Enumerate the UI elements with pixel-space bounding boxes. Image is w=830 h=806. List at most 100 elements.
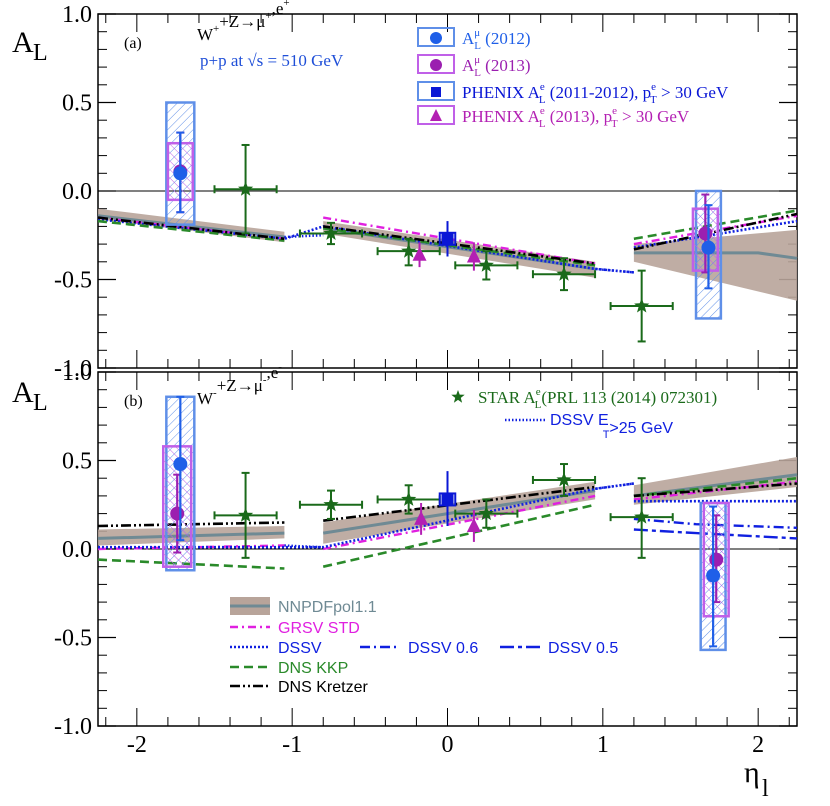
phenix13-point-b-0 — [414, 502, 429, 535]
y-tick-label-b-2: 0.0 — [62, 537, 92, 563]
y-tick-label-a-0: 1.0 — [62, 2, 92, 28]
phenix13-point-a-1 — [466, 242, 481, 271]
y-tick-label-b-0: 1.0 — [62, 360, 92, 386]
star-point-b-1 — [298, 489, 364, 520]
star-marker — [401, 491, 417, 506]
y-axis-title-a: A L — [12, 26, 48, 66]
legend-a-label-mu2013-part-3: (2013) — [481, 56, 531, 75]
phenix13-point-a-0 — [412, 242, 427, 268]
mu2012-marker — [706, 568, 721, 583]
x-tick-label-0: -2 — [127, 732, 147, 758]
panel-title-b: W-+Z→μ-,e- — [197, 361, 282, 408]
phenix13-point-b-1 — [466, 510, 481, 542]
legend-model-dssv05: DSSV 0.5 — [500, 640, 618, 657]
x-tick-label-3: 1 — [597, 732, 609, 758]
nnpdf-band-b-2 — [633, 457, 797, 505]
star-point-a-1 — [298, 221, 364, 246]
y-tick-label-b-1: 0.5 — [62, 449, 92, 475]
panel-tag-a: (a) — [124, 35, 142, 52]
phenix1112-point-a-0 — [438, 221, 457, 257]
panel-title-a-part-3: + — [265, 10, 271, 22]
legend-model-dnskkp: DNS KKP — [230, 660, 348, 677]
curve-dnskkp-b — [97, 476, 798, 570]
legend-b-dssv-et-label: DSSV E T>25 GeV — [550, 412, 673, 441]
mu2012-marker — [173, 457, 188, 472]
legend-a-label-phenix1112-part-5: T — [650, 94, 657, 106]
phenix13-marker — [412, 246, 427, 261]
legend-a-item-mu2012: Aμ L (2012) — [417, 27, 531, 52]
mu2013-marker — [698, 226, 713, 241]
y-tick-label-a-2: 0.0 — [62, 179, 92, 205]
legend-models: NNPDFpol1.1 GRSV STD DSSV DSSV 0.6 DSSV 0.5 D… — [230, 597, 618, 696]
legend-a-label-phenix1112-part-6: > 30 GeV — [657, 83, 729, 102]
star-point-a-0 — [213, 143, 278, 235]
legend-a-swatch-box — [417, 54, 455, 74]
panel-subtitle-a: p+p at √s = 510 GeV — [200, 51, 344, 70]
legend-a-swatch-box — [417, 105, 455, 125]
panel-title-b-part-4: ,e — [266, 363, 278, 382]
legend-model-grsv: GRSV STD — [230, 620, 360, 637]
phenix1112-marker — [441, 493, 454, 506]
legend-a-label-phenix13-part-5: T — [611, 118, 618, 130]
legend-model-dssv: DSSV — [230, 640, 322, 657]
legend-b-dssv-et-label-part-1: T — [603, 429, 610, 441]
legend-model-label-grsv: GRSV STD — [278, 620, 360, 637]
y-tick-label-b-4: -1.0 — [54, 714, 92, 740]
panel-title-b-part-3: - — [263, 374, 267, 386]
curve-dssv06-b — [633, 517, 798, 529]
star-point-a-3 — [454, 250, 519, 281]
legend-a-item-phenix13: PHENIX Ae L (2013), pe T > 30 GeV — [417, 105, 690, 130]
legend-a-label-mu2013: Aμ L (2013) — [462, 54, 531, 79]
legend-a-label-mu2012-part-1: μ — [474, 27, 480, 39]
star-marker — [323, 496, 339, 512]
panel-a: 1.00.50.0-0.5-1.0(a) W++Z→μ+,e+p+p at √s … — [54, 0, 798, 382]
legend-a-swatch-marker — [430, 109, 442, 121]
x-tick-label-4: 2 — [752, 732, 764, 758]
x-tick-label-2: 0 — [442, 732, 454, 758]
y-tick-label-a-3: -0.5 — [54, 268, 92, 294]
panel-title-b-part-2: +Z→μ — [217, 376, 263, 395]
mu2013-marker — [709, 552, 724, 567]
legend-b-dssv-et-label-part-2: >25 GeV — [609, 420, 673, 437]
y-axis-title-sub-a: L — [33, 40, 48, 66]
legend-a-swatch-box — [417, 81, 455, 101]
legend-model-label-nnpdf: NNPDFpol1.1 — [278, 599, 377, 616]
star-point-b-0 — [213, 471, 278, 559]
legend-a-item-mu2013: Aμ L (2013) — [417, 54, 531, 79]
star-point-a-2 — [376, 237, 441, 267]
panel-b: 1.00.50.0-0.5-1.0(b) W-+Z→μ-,e- — [54, 360, 798, 740]
panel-title-a-part-0: W — [197, 25, 214, 44]
star-point-b-5 — [609, 477, 674, 559]
y-axis-title-sub-b: L — [33, 390, 48, 416]
mu2013-marker — [170, 506, 185, 521]
dssv-et-line-b — [284, 482, 635, 549]
legend-a-label-mu2013-part-1: μ — [474, 54, 480, 66]
dssv-et-line-a — [284, 234, 635, 274]
legend-a-swatch-marker — [430, 32, 442, 44]
legend-model-label-dssv05: DSSV 0.5 — [548, 640, 618, 657]
x-tick-label-1: -1 — [282, 732, 302, 758]
legend-a-item-phenix1112: PHENIX Ae L (2011-2012), pe T > 30 GeV — [417, 81, 729, 106]
legend-b-dssv-et-label-part-0: DSSV E — [550, 412, 609, 429]
y-axis-title-main-b: A — [12, 376, 34, 409]
plot-layer: 1.00.50.0-0.5-1.0(a) W++Z→μ+,e+p+p at √s … — [54, 0, 798, 758]
legend-a-label-phenix13-part-1: e — [540, 105, 545, 117]
legend-model-label-dssv06: DSSV 0.6 — [408, 640, 478, 657]
legend-b: STAR Ae L(PRL 113 (2014) 072301)DSSV E T>2… — [451, 386, 717, 441]
y-axis-title-b: A L — [12, 376, 48, 416]
legend-b-star-label-part-0: STAR A — [478, 388, 536, 407]
star-marker — [238, 507, 254, 522]
star-point-a-5 — [609, 269, 674, 343]
star-marker — [556, 472, 572, 487]
x-axis-title: η l — [744, 756, 769, 802]
legend-a-label-phenix1112-part-1: e — [540, 81, 545, 93]
star-marker — [556, 266, 572, 281]
panel-title-a: W++Z→μ+,e+ — [197, 0, 290, 44]
legend-a-label-phenix13: PHENIX Ae L (2013), pe T > 30 GeV — [462, 105, 690, 130]
panel-title-a-part-1: + — [213, 23, 219, 35]
y-tick-label-a-1: 0.5 — [62, 91, 92, 117]
star-marker — [323, 225, 339, 240]
star-marker — [634, 298, 650, 313]
legend-a-label-phenix1112-part-3: (2011-2012), p — [546, 83, 652, 102]
